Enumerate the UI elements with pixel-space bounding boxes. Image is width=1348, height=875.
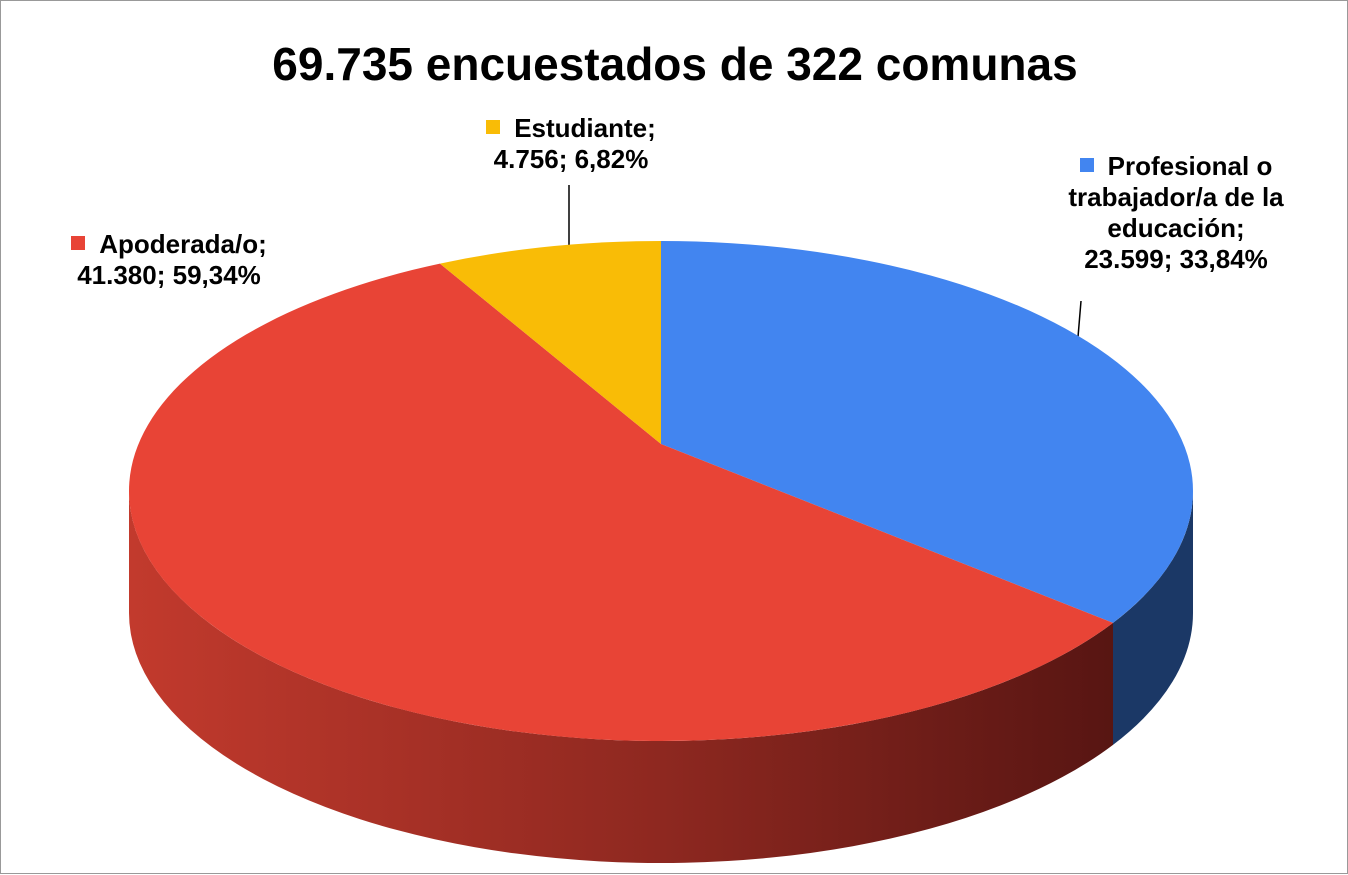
value-label: 23.599; 33,84% [1084, 244, 1268, 274]
legend-key [71, 236, 86, 250]
slice-side [129, 491, 1114, 863]
slice [661, 241, 1193, 623]
legend-key [1079, 158, 1094, 172]
data-label: Estudiante; 4.756; 6,82% [431, 113, 711, 175]
category-label: Estudiante; [514, 113, 656, 143]
category-label: Apoderada/o; [99, 229, 267, 259]
value-label: 4.756; 6,82% [493, 144, 649, 174]
data-label: Profesional o trabajador/a de la educaci… [1041, 151, 1311, 275]
slice-side [1113, 491, 1193, 745]
chart-title: 69.735 encuestados de 322 comunas [272, 38, 1078, 90]
legend-key [486, 120, 501, 134]
category-label: Profesional o trabajador/a de la educaci… [1068, 151, 1284, 243]
slice [439, 241, 661, 444]
leader-line [1077, 300, 1082, 338]
value-label: 41.380; 59,34% [77, 260, 261, 290]
data-label: Apoderada/o; 41.380; 59,34% [19, 229, 319, 291]
slice [128, 263, 1114, 742]
